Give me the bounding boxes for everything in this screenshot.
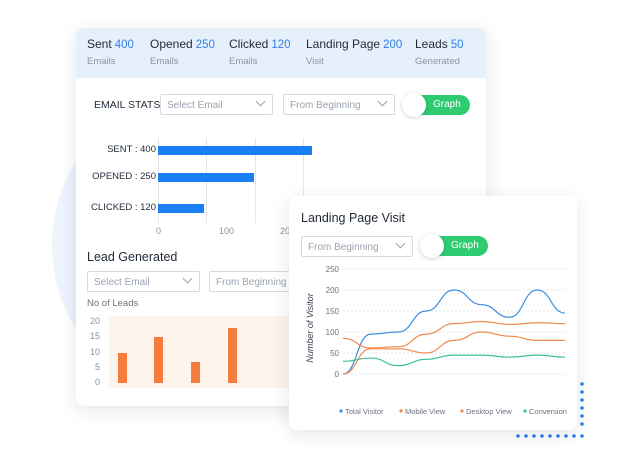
landing-page-title: Landing Page Visit bbox=[301, 211, 406, 225]
landing-page-card: Landing Page Visit From Beginning Graph … bbox=[289, 196, 577, 430]
y-tick: 10 bbox=[90, 346, 101, 357]
leads-bar-chart: 20 15 10 5 0 bbox=[76, 28, 486, 406]
lead-bar bbox=[118, 352, 127, 383]
select-email-value: Select Email bbox=[167, 100, 223, 111]
y-tick: 5 bbox=[94, 361, 100, 372]
stat-sub: Emails bbox=[87, 56, 116, 67]
y-tick: 100 bbox=[326, 328, 340, 337]
stat-value: 120 bbox=[271, 39, 291, 51]
landing-line-chart: 250 200 150 100 50 0 Number of Visitor Total Vi… bbox=[305, 265, 567, 416]
landing-date-range-dropdown[interactable]: From Beginning bbox=[301, 236, 413, 257]
legend-dot bbox=[339, 409, 343, 413]
landing-date-range-value: From Beginning bbox=[308, 242, 379, 253]
series-line bbox=[342, 320, 566, 349]
stat-label: Landing Page bbox=[306, 37, 381, 51]
lead-date-range-value: From Beginning bbox=[216, 277, 287, 288]
grid-line bbox=[254, 138, 256, 223]
x-tick: 100 bbox=[219, 226, 235, 236]
stat-sub: Emails bbox=[229, 56, 258, 67]
stat-clicked[interactable]: Clicked 120 Emails bbox=[229, 37, 291, 67]
stat-label: Clicked bbox=[229, 37, 269, 51]
date-range-dropdown[interactable]: From Beginning bbox=[283, 94, 395, 115]
stat-value: 400 bbox=[114, 39, 134, 51]
grid-line bbox=[303, 138, 305, 223]
legend-label: Conversion bbox=[529, 407, 567, 416]
lead-select-email-value: Select Email bbox=[94, 277, 150, 288]
stats-bar: Sent 400 Emails Opened 250 Emails Clicked 1… bbox=[76, 28, 486, 78]
legend-dot bbox=[460, 409, 464, 413]
date-range-value: From Beginning bbox=[290, 100, 361, 111]
stat-label: Opened bbox=[150, 37, 193, 51]
email-stats-title: EMAIL STATS bbox=[94, 99, 161, 111]
stat-landing-page[interactable]: Landing Page 200 Visit bbox=[306, 37, 402, 67]
y-tick: 200 bbox=[326, 286, 340, 295]
bar-label: CLICKED : 120 bbox=[91, 202, 156, 213]
legend-label: Desktop View bbox=[466, 407, 512, 416]
landing-graph-toggle[interactable]: Graph bbox=[420, 234, 488, 258]
x-tick: 200 bbox=[280, 226, 296, 236]
toggle-label: Graph bbox=[451, 240, 479, 251]
legend-label: Total Visitor bbox=[345, 407, 384, 416]
lead-bar bbox=[228, 328, 237, 383]
y-tick: 0 bbox=[94, 377, 100, 387]
select-email-dropdown[interactable]: Select Email bbox=[160, 94, 273, 115]
stat-sub: Visit bbox=[306, 56, 324, 67]
stat-leads[interactable]: Leads 50 Generated bbox=[415, 37, 464, 67]
y-tick: 150 bbox=[326, 307, 340, 316]
graph-toggle[interactable]: Graph bbox=[402, 93, 470, 117]
stat-sent[interactable]: Sent 400 Emails bbox=[87, 37, 134, 67]
y-tick: 50 bbox=[330, 349, 339, 358]
series-line bbox=[342, 289, 566, 375]
bar-0 bbox=[158, 146, 312, 155]
bar-1 bbox=[158, 173, 255, 182]
decorative-dots bbox=[516, 382, 584, 438]
stat-value: 50 bbox=[450, 39, 464, 51]
series-line bbox=[342, 331, 565, 375]
email-bar-chart: SENT : 400 OPENED : 250 CLICKED : 120 0 100 2… bbox=[76, 28, 486, 248]
y-axis-title: Number of Visitor bbox=[305, 292, 315, 362]
stat-sub: Generated bbox=[415, 56, 460, 67]
stat-label: Leads bbox=[415, 37, 448, 51]
legend-dot bbox=[523, 409, 527, 413]
x-tick: 0 bbox=[156, 226, 162, 236]
stat-value: 250 bbox=[195, 39, 215, 51]
legend-label: Mobile View bbox=[405, 407, 446, 416]
y-tick: 0 bbox=[335, 370, 340, 379]
lead-bar bbox=[191, 361, 200, 383]
stat-opened[interactable]: Opened 250 Emails bbox=[150, 37, 215, 67]
bar-label: SENT : 400 bbox=[107, 144, 156, 155]
bar-2 bbox=[158, 204, 205, 213]
legend-dot bbox=[399, 409, 403, 413]
bar-label: OPENED : 250 bbox=[92, 171, 156, 182]
y-tick: 20 bbox=[90, 316, 101, 326]
lead-generated-title: Lead Generated bbox=[87, 250, 178, 264]
series-line bbox=[342, 354, 566, 367]
stat-sub: Emails bbox=[150, 56, 179, 67]
stat-label: Sent bbox=[87, 37, 112, 51]
toggle-knob bbox=[420, 234, 444, 258]
lead-bar bbox=[154, 337, 163, 383]
y-tick: 250 bbox=[326, 265, 340, 274]
stat-value: 200 bbox=[383, 39, 403, 51]
toggle-knob bbox=[402, 93, 426, 117]
toggle-label: Graph bbox=[433, 99, 461, 110]
lead-select-email-dropdown[interactable]: Select Email bbox=[87, 271, 200, 292]
leads-axis-title: No of Leads bbox=[87, 298, 139, 309]
y-tick: 15 bbox=[90, 331, 101, 342]
